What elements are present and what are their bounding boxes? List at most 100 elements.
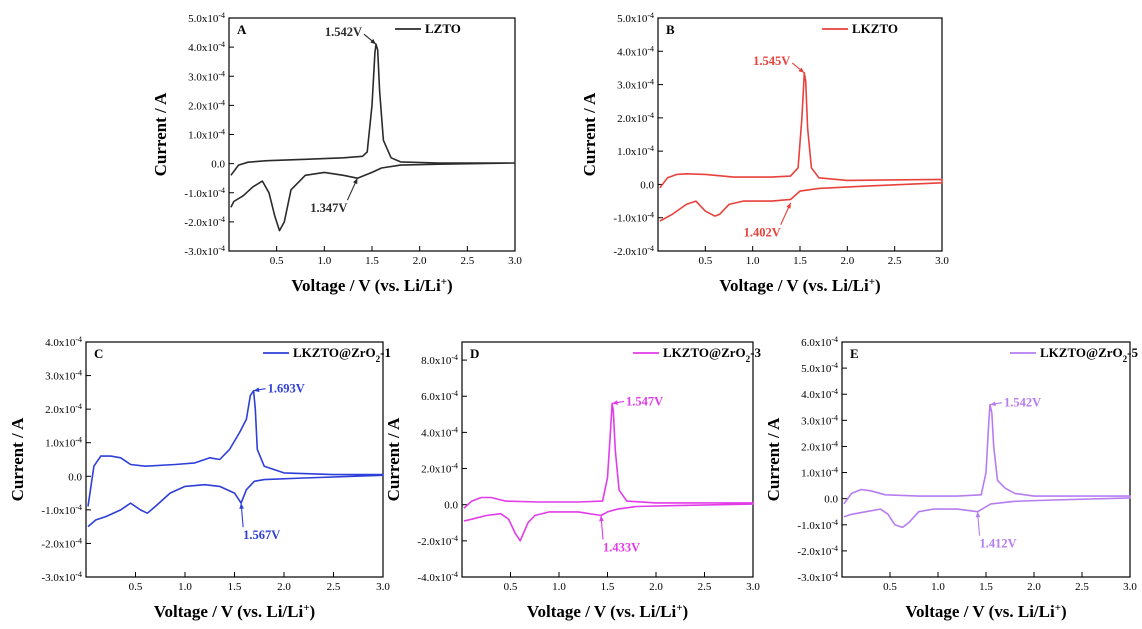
x-tick-label: 2.0 (1027, 581, 1041, 593)
y-tick-label: 1.0x10-4 (801, 465, 838, 480)
y-tick-label: 4.0x10-4 (45, 335, 82, 350)
y-tick-label: 0.0 (444, 500, 458, 512)
y-tick-label: 0.0 (640, 179, 654, 191)
x-axis-label: Voltage / V (vs. Li/Li+) (527, 602, 688, 621)
chart-panel-e: 0.5 1.0 1.5 2.0 2.5 3.0 6.0x10-4 5.0x10-4 4.0x10… (764, 335, 1138, 622)
y-tick-label: 3.0x10-4 (45, 368, 82, 383)
y-tick-label: 6.0x10-4 (421, 389, 458, 404)
peak-annotation: 1.693V (268, 382, 305, 396)
x-tick-label: 3.0 (1123, 581, 1137, 593)
y-tick-label: 4.0x10-4 (421, 425, 458, 440)
y-tick-label: 2.0x10-4 (801, 439, 838, 454)
cv-curve (463, 402, 754, 542)
legend-label: LKZTO (852, 21, 898, 36)
x-tick-label: 0.5 (883, 581, 897, 593)
y-tick-label: 2.0x10-4 (421, 461, 458, 476)
x-tick-label: 0.5 (129, 581, 143, 593)
peak-annotation: 1.567V (243, 528, 280, 542)
x-tick-label: 2.0 (277, 581, 291, 593)
y-tick-label: 3.0x10-4 (801, 413, 838, 428)
y-tick-label: 1.0x10-4 (617, 144, 654, 159)
cv-curve (230, 43, 516, 232)
x-tick-label: 1.5 (365, 255, 379, 267)
panel-letter: D (470, 346, 479, 361)
peak-annotation: 1.547V (626, 394, 663, 408)
x-tick-label: 2.0 (649, 581, 663, 593)
x-tick-label: 2.5 (888, 255, 902, 267)
chart-panel-d: 0.5 1.0 1.5 2.0 2.5 3.0 8.0x10-4 6.0x10-4 4.0x10… (384, 341, 761, 621)
y-tick-label: -3.0x10-4 (184, 244, 225, 259)
y-tick-label: -2.0x10-4 (184, 214, 225, 229)
x-axis-label: Voltage / V (vs. Li/Li+) (154, 602, 315, 621)
x-tick-label: 0.5 (504, 581, 518, 593)
y-tick-label: 1.0x10-4 (45, 435, 82, 450)
y-tick-label: 0.0 (824, 494, 838, 506)
panel-letter: E (850, 346, 859, 361)
peak-annotation: 1.545V (753, 54, 790, 68)
cv-curve (87, 389, 384, 528)
annotation-arrowhead (353, 178, 358, 185)
peak-annotation: 1.412V (980, 537, 1017, 551)
panel-letter: A (237, 22, 247, 37)
x-axis-label: Voltage / V (vs. Li/Li+) (905, 602, 1066, 621)
y-tick-label: 4.0x10-4 (188, 40, 225, 55)
y-axis-label: Current / A (384, 417, 403, 501)
x-tick-label: 0.5 (698, 255, 712, 267)
x-tick-label: 3.0 (508, 255, 522, 267)
plot-frame (85, 341, 384, 578)
x-tick-label: 1.5 (793, 255, 807, 267)
y-axis-label: Current / A (764, 417, 783, 501)
y-tick-label: 2.0x10-4 (617, 110, 654, 125)
y-tick-label: -4.0x10-4 (417, 570, 458, 585)
chart-panel-a: 0.5 1.0 1.5 2.0 2.5 3.0 5.0x10-4 4.0x10-4 3.0x10… (151, 11, 522, 296)
x-tick-label: 2.0 (840, 255, 854, 267)
y-tick-label: 0.0 (68, 471, 82, 483)
panel-letter: C (94, 346, 103, 361)
annotation-arrowhead (253, 387, 260, 393)
chart-panel-c: 0.5 1.0 1.5 2.0 2.5 3.0 4.0x10-4 3.0x10-4 2.0x10… (8, 335, 391, 622)
y-tick-label: 2.0x10-4 (45, 402, 82, 417)
x-tick-label: 1.5 (601, 581, 615, 593)
y-tick-label: 2.0x10-4 (188, 98, 225, 113)
x-tick-label: 3.0 (935, 255, 949, 267)
y-tick-label: -2.0x10-4 (797, 543, 838, 558)
x-tick-label: 2.5 (1075, 581, 1089, 593)
x-tick-label: 1.0 (931, 581, 945, 593)
y-tick-label: -2.0x10-4 (41, 536, 82, 551)
legend-label: LKZTO@ZrO2-3 (663, 345, 761, 364)
peak-annotation: 1.347V (310, 201, 347, 215)
peak-annotation: 1.433V (603, 541, 640, 555)
annotation-arrowhead (239, 503, 244, 509)
x-tick-label: 1.5 (228, 581, 242, 593)
y-tick-label: 5.0x10-4 (188, 11, 225, 26)
y-tick-label: 5.0x10-4 (801, 361, 838, 376)
peak-annotation: 1.402V (744, 226, 781, 240)
x-axis-label: Voltage / V (vs. Li/Li+) (719, 276, 880, 295)
x-tick-label: 2.0 (413, 255, 427, 267)
y-tick-label: -3.0x10-4 (797, 570, 838, 585)
y-tick-label: 4.0x10-4 (801, 387, 838, 402)
y-tick-label: -1.0x10-4 (613, 210, 654, 225)
y-tick-label: 5.0x10-4 (617, 11, 654, 26)
peak-annotation: 1.542V (1004, 396, 1041, 410)
y-tick-label: -1.0x10-4 (41, 502, 82, 517)
y-tick-label: 3.0x10-4 (617, 77, 654, 92)
x-tick-label: 1.0 (746, 255, 760, 267)
y-tick-label: -3.0x10-4 (41, 570, 82, 585)
y-tick-label: -1.0x10-4 (797, 517, 838, 532)
y-axis-label: Current / A (8, 417, 27, 501)
annotation-arrowhead (599, 515, 604, 522)
x-tick-label: 1.0 (317, 255, 331, 267)
x-tick-label: 0.5 (270, 255, 284, 267)
x-tick-label: 1.0 (552, 581, 566, 593)
y-tick-label: -2.0x10-4 (417, 533, 458, 548)
legend-label: LZTO (425, 21, 461, 36)
chart-panel-b: 0.5 1.0 1.5 2.0 2.5 3.0 5.0x10-4 4.0x10-4 3.0x10… (580, 11, 949, 296)
x-tick-label: 2.5 (698, 581, 712, 593)
x-tick-label: 3.0 (376, 581, 390, 593)
annotation-arrowhead (786, 202, 791, 209)
annotation-arrowhead (612, 400, 618, 405)
y-axis-label: Current / A (151, 92, 170, 176)
x-tick-label: 2.5 (327, 581, 341, 593)
